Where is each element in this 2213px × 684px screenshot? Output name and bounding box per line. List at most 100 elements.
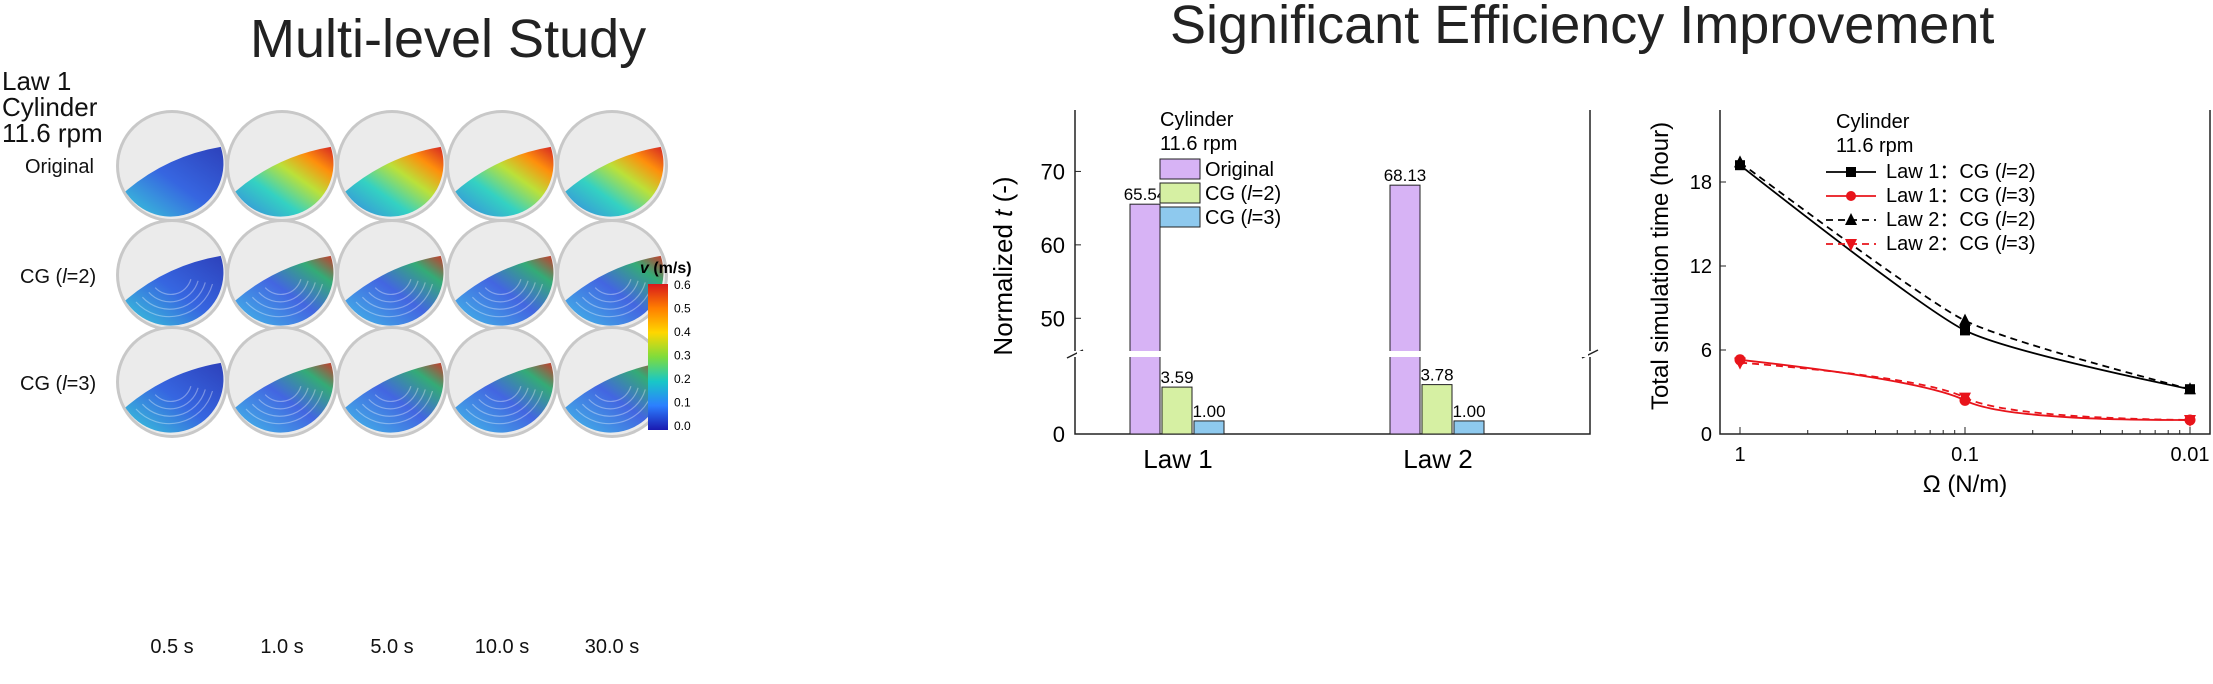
particle-bed [455, 362, 554, 433]
velocity-streak [575, 283, 654, 318]
particle-bed [455, 146, 554, 217]
bar-data-label: 3.59 [1160, 368, 1193, 387]
velocity-streak [478, 387, 529, 410]
left-panel-heading: Multi-level Study [250, 9, 647, 69]
row-label-cg-l2: CG (l=2) [20, 266, 97, 288]
velocity-streak [581, 389, 646, 417]
legend-entry: CG (l=2) [1205, 183, 1281, 205]
time-label: 0.5 s [150, 636, 194, 658]
y-tick-label: 0 [1053, 422, 1065, 447]
x-axis-label: Ω (N/m) [1923, 471, 2008, 498]
particle-bed [345, 362, 444, 433]
legend-entry: Law 1：CG (l=2) [1886, 161, 2036, 183]
velocity-streak [368, 387, 419, 410]
legend-swatch [1159, 206, 1201, 228]
velocity-streak [258, 280, 309, 303]
y-tick-label: 60 [1041, 233, 1065, 258]
colorbar-tick-label: 0.5 [674, 302, 691, 316]
right-panel-heading: Significant Efficiency Improvement [1170, 0, 1995, 55]
simulation-snapshots: v (m/s)0.6 0.5 0.4 0.3 0.2 0.1 0.0 [116, 110, 692, 438]
velocity-streak [581, 282, 646, 310]
colorbar-tick-label: 0.3 [674, 349, 691, 363]
data-point [1734, 155, 1746, 168]
y-axis-label: Normalized t (-) [990, 176, 1018, 355]
velocity-streak [374, 386, 412, 403]
y-tick-label: 0 [1701, 424, 1712, 446]
legend-swatch [1159, 182, 1201, 204]
velocity-streak [588, 387, 639, 410]
data-point [2184, 415, 2196, 427]
colorbar-tick-label: 0.2 [674, 372, 691, 386]
legend-marker [1845, 213, 1857, 225]
velocity-streak [368, 280, 419, 303]
y-tick-label: 6 [1701, 340, 1712, 362]
velocity-streak [478, 280, 529, 303]
bar [1193, 420, 1225, 435]
velocity-streak [245, 283, 324, 318]
velocity-streak [594, 386, 632, 403]
velocity-streak [465, 283, 544, 318]
legend-marker [1846, 191, 1856, 201]
series-line [1739, 161, 2191, 391]
series-line [1739, 361, 2191, 421]
bar-data-label: 1.00 [1452, 402, 1485, 421]
particle-bed [125, 146, 224, 217]
legend-title: 11.6 rpm [1160, 133, 1237, 155]
velocity-streak [355, 390, 434, 425]
x-tick-label: Law 1 [1143, 444, 1212, 474]
time-label: 10.0 s [474, 636, 530, 658]
velocity-streak [264, 386, 302, 403]
velocity-streak [484, 279, 522, 296]
data-point [1959, 313, 1971, 326]
velocity-streak [355, 283, 434, 318]
legend-title: 11.6 rpm [1836, 135, 1913, 157]
bar [1161, 386, 1193, 435]
data-point [1959, 392, 1971, 405]
colorbar-tick-label: 0.1 [674, 396, 691, 410]
y-axis-label: Total simulation time (hour) [1647, 122, 1674, 410]
colorbar-tick-label: 0.0 [674, 419, 691, 433]
data-point [1734, 357, 1746, 370]
velocity-streak [141, 282, 206, 310]
plot-frame [1719, 110, 2211, 435]
velocity-streak [465, 390, 544, 425]
time-label: 1.0 s [260, 636, 304, 658]
legend-marker [1846, 167, 1856, 177]
time-label: 30.0 s [584, 636, 640, 658]
y-tick-label: 50 [1041, 306, 1065, 331]
velocity-streak [471, 389, 536, 417]
bar [1389, 184, 1421, 435]
particle-bed [235, 255, 334, 326]
x-tick-label: Law 2 [1403, 444, 1472, 474]
particle-bed [345, 146, 444, 217]
legend-title: Cylinder [1160, 110, 1234, 131]
velocity-streak [361, 389, 426, 417]
velocity-streak [245, 390, 324, 425]
condition-speed: 11.6 rpm [2, 118, 103, 148]
y-tick-label: 12 [1690, 256, 1712, 278]
velocity-streak [251, 389, 316, 417]
x-tick-label: 0.1 [1951, 444, 1979, 466]
condition-geometry: Cylinder [2, 92, 98, 122]
row-label-original: Original [25, 156, 94, 178]
velocity-streak [154, 386, 192, 403]
x-tick-label: 1 [1734, 444, 1745, 466]
velocity-streak [141, 389, 206, 417]
particle-bed [125, 255, 224, 326]
plot-frame [1074, 110, 1591, 435]
simulation-time-line-chart: 0612182410.10.01Ω (N/m)Total simulation … [1647, 110, 2211, 498]
velocity-streak [148, 387, 199, 410]
legend-title: Cylinder [1836, 111, 1910, 133]
velocity-streak [258, 387, 309, 410]
particle-bed [565, 362, 664, 433]
legend-entry: CG (l=3) [1205, 207, 1281, 229]
particle-bed [345, 255, 444, 326]
particle-bed [565, 146, 664, 217]
bar-data-label: 1.00 [1192, 402, 1225, 421]
colorbar-label: v (m/s) [640, 260, 692, 277]
condition-law: Law 1 [2, 66, 72, 96]
legend-entry: Law 2：CG (l=3) [1886, 233, 2036, 255]
particle-bed [235, 146, 334, 217]
bar [1453, 420, 1485, 435]
velocity-streak [374, 279, 412, 296]
